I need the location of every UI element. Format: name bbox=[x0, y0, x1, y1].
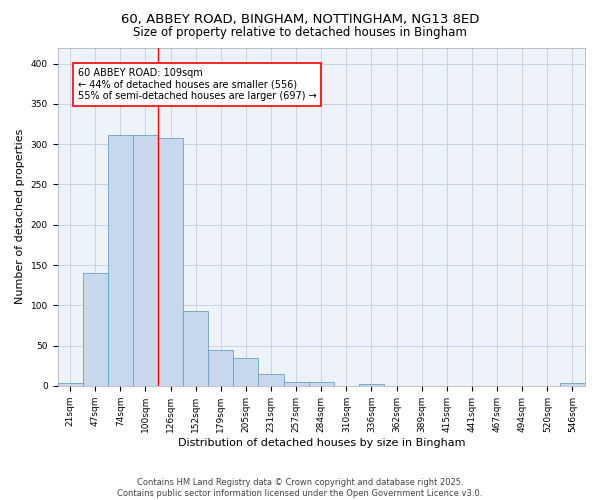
Bar bbox=[158, 138, 183, 386]
Bar bbox=[208, 350, 233, 386]
Y-axis label: Number of detached properties: Number of detached properties bbox=[15, 129, 25, 304]
Text: 60 ABBEY ROAD: 109sqm
← 44% of detached houses are smaller (556)
55% of semi-det: 60 ABBEY ROAD: 109sqm ← 44% of detached … bbox=[77, 68, 316, 101]
Bar bbox=[309, 382, 334, 386]
Bar bbox=[259, 374, 284, 386]
Bar bbox=[284, 382, 309, 386]
Text: Size of property relative to detached houses in Bingham: Size of property relative to detached ho… bbox=[133, 26, 467, 39]
X-axis label: Distribution of detached houses by size in Bingham: Distribution of detached houses by size … bbox=[178, 438, 465, 448]
Text: 60, ABBEY ROAD, BINGHAM, NOTTINGHAM, NG13 8ED: 60, ABBEY ROAD, BINGHAM, NOTTINGHAM, NG1… bbox=[121, 12, 479, 26]
Bar bbox=[108, 136, 133, 386]
Bar bbox=[58, 384, 83, 386]
Bar bbox=[133, 136, 158, 386]
Bar bbox=[359, 384, 384, 386]
Bar bbox=[183, 311, 208, 386]
Bar bbox=[560, 384, 585, 386]
Bar bbox=[233, 358, 259, 386]
Bar bbox=[83, 273, 108, 386]
Text: Contains HM Land Registry data © Crown copyright and database right 2025.
Contai: Contains HM Land Registry data © Crown c… bbox=[118, 478, 482, 498]
